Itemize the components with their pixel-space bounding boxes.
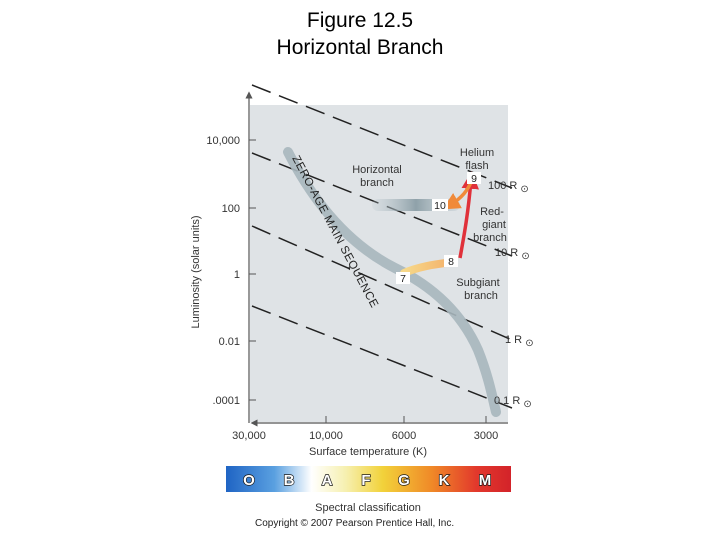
subgiant-label: Subgiant [456,277,499,289]
spectral-caption: Spectral classification [315,502,421,514]
helium-flash-label: flash [465,160,488,172]
spectral-class-m: M [479,472,492,489]
spectral-class-g: G [398,472,410,489]
figure-title: Figure 12.5 [306,9,414,32]
radius-label-100: 100 R ⊙ [488,180,529,195]
figure-subtitle: Horizontal Branch [276,36,444,59]
x-tick-label: 3000 [474,430,498,442]
spectral-class-b: B [284,472,295,489]
radius-line-1 [251,225,513,341]
radius-label-10: 10 R ⊙ [495,247,530,262]
stage-label-10: 10 [434,200,446,212]
spectral-class-a: A [322,472,333,489]
red-giant-label: giant [482,219,506,231]
stage-marker-7 [396,272,410,284]
red-giant-track [458,171,479,259]
x-tick-label: 10,000 [309,430,343,442]
copyright-notice: Copyright © 2007 Pearson Prentice Hall, … [255,518,455,529]
radius-label-0-1: 0.1 R ⊙ [494,395,532,410]
stage-marker-8 [444,255,458,267]
red-giant-label: Red- [480,206,504,218]
y-tick-label: 10,000 [206,135,240,147]
spectral-class-o: O [243,472,255,489]
helium-flash-label: Helium [460,147,494,159]
subgiant-label: branch [464,290,498,302]
y-tick-label: 0.01 [219,336,240,348]
stage-label-7: 7 [400,273,406,285]
stage-label-8: 8 [448,256,454,268]
stage-marker-9 [467,172,481,184]
red-giant-label: branch [473,232,507,244]
x-tick-label: 30,000 [232,430,266,442]
radius-label-1: 1 R ⊙ [505,334,534,349]
horizontal-branch-label: Horizontal [352,164,402,176]
stage-label-9: 9 [471,173,477,185]
horizontal-branch-label: branch [360,177,394,189]
y-tick-label: 1 [234,269,240,281]
spectral-bar [226,466,511,492]
radius-line-100 [251,84,513,189]
y-tick-label: 100 [222,203,240,215]
main-sequence-band [283,147,501,417]
y-axis-label: Luminosity (solar units) [190,215,202,328]
spectral-class-k: K [439,472,450,489]
radius-line-0-1 [251,305,513,409]
y-tick-label: .0001 [212,395,240,407]
x-axis-label: Surface temperature (K) [309,446,427,458]
spectral-class-f: F [361,472,370,489]
stage-marker-10 [432,199,448,211]
x-tick-label: 6000 [392,430,416,442]
